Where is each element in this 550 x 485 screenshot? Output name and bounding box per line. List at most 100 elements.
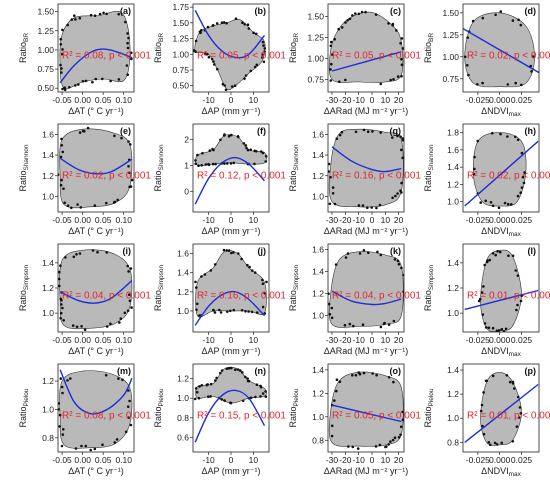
data-point [366, 130, 370, 133]
data-point [226, 162, 229, 165]
data-point [361, 323, 365, 327]
data-point [506, 83, 510, 86]
data-point [513, 387, 516, 390]
data-point [330, 62, 333, 66]
point-cloud [59, 249, 133, 330]
data-point [364, 10, 367, 14]
x-tick-label: 0.10 [115, 95, 132, 105]
x-tick-label: 0 [229, 455, 234, 465]
data-point [208, 149, 212, 152]
data-point [357, 204, 361, 207]
data-point [237, 252, 240, 255]
data-point [75, 253, 78, 256]
stat-annotation: R² = 0.16, p < 0.001 [332, 171, 421, 182]
panel-o: -30 -20 -10 0 10 20 0.8 1.0 1.2 1.4 ΔARad (MJ m⁻² … [288, 363, 421, 476]
y-tick-label: 1.00 [172, 49, 189, 59]
y-tick-label: 1.4 [177, 268, 189, 278]
data-point [511, 254, 515, 258]
data-point [379, 325, 383, 329]
y-tick-label: 1.2 [42, 376, 54, 386]
x-tick-label: 0.10 [115, 215, 132, 225]
data-point [254, 32, 258, 36]
y-tick-label: 1.0 [312, 311, 324, 321]
data-point [129, 143, 132, 146]
x-tick-label: 0 [370, 335, 375, 345]
data-point [224, 88, 228, 92]
data-point [233, 84, 237, 87]
data-point [347, 445, 350, 448]
data-point [127, 140, 130, 143]
stat-annotation: R² = 0.16, p < 0.001 [197, 291, 286, 302]
plot-area [58, 126, 134, 210]
data-point [484, 379, 488, 383]
data-point [78, 131, 82, 134]
data-point [102, 11, 105, 15]
plot-area [59, 10, 133, 91]
data-point [241, 21, 244, 25]
data-point [115, 438, 119, 441]
y-axis-label: RatioShannon [18, 144, 30, 191]
data-point [70, 18, 74, 21]
data-point [229, 401, 233, 405]
data-point [213, 263, 217, 266]
x-axis-label: ΔNDVImax [481, 346, 522, 358]
data-point [77, 83, 80, 86]
fit-curve [331, 51, 402, 72]
panel-label: (j) [258, 246, 267, 256]
data-point [242, 142, 246, 145]
stat-annotation: R² = 0.02, p < 0.001 [467, 51, 550, 62]
data-point [392, 319, 396, 323]
data-point [66, 23, 69, 27]
data-point [335, 378, 339, 382]
data-point [472, 173, 476, 176]
data-point [328, 162, 331, 166]
x-axis-label: ΔAT (° C yr⁻¹) [68, 106, 124, 116]
x-tick-label: 0.00 [74, 95, 91, 105]
data-point [383, 321, 386, 325]
x-tick-label: 0.00 [74, 455, 91, 465]
data-point [126, 405, 130, 409]
data-point [74, 84, 77, 87]
data-point [466, 64, 469, 67]
data-point [195, 286, 198, 289]
data-point [70, 206, 73, 210]
data-point [489, 201, 493, 204]
data-point [482, 432, 486, 436]
data-point [261, 305, 265, 309]
x-tick-label: 0.000 [489, 335, 511, 345]
data-point [59, 43, 63, 46]
data-point [117, 12, 120, 16]
data-point [61, 48, 64, 51]
y-axis-label-sub: BR [158, 33, 165, 42]
data-point [505, 374, 509, 377]
data-point [517, 416, 521, 419]
x-tick-label: 10 [381, 455, 391, 465]
x-tick-label: 10 [249, 215, 259, 225]
x-tick-label: 0.025 [511, 215, 533, 225]
plot-area [194, 248, 268, 326]
data-point [396, 192, 399, 195]
data-point [91, 80, 94, 84]
data-point [246, 377, 249, 380]
panel-c: -30 -20 -10 0 10 20 0.75 1.00 1.25 1.50 ΔARad (MJ … [288, 3, 421, 116]
y-tick-label: 1.2 [312, 171, 324, 181]
data-point [330, 316, 334, 320]
data-point [473, 155, 476, 159]
y-tick-label: 0.50 [172, 81, 189, 91]
data-point [230, 251, 233, 255]
plot-frame [327, 363, 405, 453]
point-cloud [328, 371, 404, 447]
x-tick-label: -30 [326, 215, 339, 225]
data-point [265, 280, 268, 284]
data-point [62, 319, 65, 322]
data-point [393, 436, 397, 440]
data-point [400, 63, 404, 67]
x-tick-label: -0.025 [466, 95, 490, 105]
data-point [351, 445, 355, 449]
data-point [496, 250, 499, 253]
x-tick-label: 0 [370, 215, 375, 225]
data-point [356, 447, 360, 450]
data-point [517, 18, 520, 22]
x-axis-label: ΔAT (° C yr⁻¹) [68, 226, 124, 236]
